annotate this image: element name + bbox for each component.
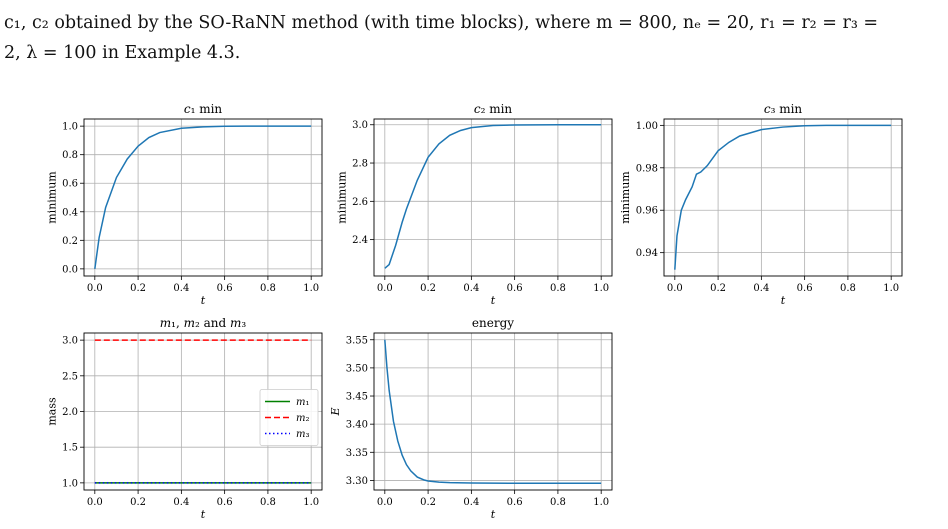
caption-line-1: c₁, c₂ obtained by the SO-RaNN method (w… [4, 13, 879, 33]
x-tick-label: 0.8 [260, 497, 276, 508]
legend-label-m1: m₁ [296, 397, 310, 408]
y-tick-label: 3.40 [346, 420, 368, 431]
x-tick-label: 0.6 [217, 283, 233, 294]
y-tick-label: 1.0 [62, 122, 78, 133]
y-tick-label: 2.8 [352, 159, 368, 170]
plot-frame [373, 118, 613, 277]
y-tick-label: 3.0 [352, 120, 368, 131]
chart-c2: 0.0 0.2 0.4 0.6 0.8 1.0 2.4 2.6 2.8 3.0 c₂ min t min… [335, 102, 613, 307]
x-tick-label: 0.6 [507, 283, 523, 294]
x-tick-label: 1.0 [593, 283, 609, 294]
x-axis-label: t [201, 508, 206, 521]
x-tick-label: 0.4 [463, 283, 479, 294]
x-tick-label: 0.4 [173, 497, 189, 508]
x-tick-label: 0.8 [550, 497, 566, 508]
chart-energy: 0.0 0.2 0.4 0.6 0.8 1.0 3.30 3.35 3.40 3.45 3.50 3.… [329, 316, 613, 521]
y-axis-label: E [329, 407, 342, 416]
y-tick-label: 0.2 [62, 236, 78, 247]
x-tick-label: 0.0 [87, 283, 103, 294]
y-axis-label: minimum [45, 171, 58, 224]
y-tick-label: 2.6 [352, 197, 368, 208]
x-tick-label: 1.0 [303, 283, 319, 294]
y-tick-label: 3.55 [346, 335, 368, 346]
x-tick-label: 0.4 [173, 283, 189, 294]
series-line-c3-0 [674, 124, 892, 270]
x-tick-label: 1.0 [883, 283, 899, 294]
x-tick-label: 0.0 [87, 497, 103, 508]
y-axis-label: minimum [619, 171, 632, 224]
y-tick-label: 1.0 [62, 478, 78, 489]
y-tick-label: 0.0 [62, 264, 78, 275]
chart-title: c₃ min [764, 102, 803, 116]
x-tick-label: 0.4 [753, 283, 769, 294]
x-tick-label: 0.2 [130, 497, 146, 508]
y-axis-label: mass [45, 397, 58, 426]
x-axis-label: t [491, 294, 496, 307]
series-line-c2-0 [384, 123, 602, 269]
y-tick-label: 0.96 [636, 206, 658, 217]
y-tick-label: 2.0 [62, 407, 78, 418]
x-tick-label: 0.8 [260, 283, 276, 294]
y-tick-label: 1.5 [62, 443, 78, 454]
y-tick-label: 3.45 [346, 392, 368, 403]
figure-caption: c₁, c₂ obtained by the SO-RaNN method (w… [4, 8, 944, 68]
x-tick-label: 0.2 [710, 283, 726, 294]
y-tick-label: 0.94 [636, 248, 658, 259]
y-tick-label: 1.00 [636, 121, 658, 132]
x-tick-label: 0.6 [217, 497, 233, 508]
plot-frame [373, 332, 613, 491]
plot-frame [83, 118, 323, 277]
x-axis-label: t [781, 294, 786, 307]
y-tick-label: 0.98 [636, 163, 658, 174]
y-tick-label: 2.5 [62, 371, 78, 382]
x-tick-label: 0.0 [667, 283, 683, 294]
y-tick-label: 0.4 [62, 207, 78, 218]
x-tick-label: 0.6 [797, 283, 813, 294]
legend-label-m2: m₂ [296, 413, 310, 424]
x-tick-label: 0.0 [377, 497, 393, 508]
chart-title: c₂ min [474, 102, 513, 116]
x-axis-label: t [491, 508, 496, 521]
y-tick-label: 0.6 [62, 179, 78, 190]
y-axis-label: minimum [335, 171, 348, 224]
y-tick-label: 0.8 [62, 150, 78, 161]
caption-line-2: 2, λ = 100 in Example 4.3. [4, 43, 241, 63]
chart-c3: 0.0 0.2 0.4 0.6 0.8 1.0 0.94 0.96 0.98 1.00 c₃ min… [619, 102, 903, 307]
plot-frame [663, 118, 903, 277]
chart-title: c₁ min [184, 102, 223, 116]
x-tick-label: 0.6 [507, 497, 523, 508]
chart-c1: 0.0 0.2 0.4 0.6 0.8 1.0 0.0 0.2 0.4 0.6 0.8 1.0 c₁ m… [45, 102, 323, 307]
x-tick-label: 0.4 [463, 497, 479, 508]
legend-label-m3: m₃ [296, 429, 310, 440]
y-tick-label: 3.35 [346, 448, 368, 459]
x-tick-label: 1.0 [593, 497, 609, 508]
x-tick-label: 1.0 [303, 497, 319, 508]
legend: m₁ m₂ m₃ [259, 389, 319, 446]
chart-mass: 0.0 0.2 0.4 0.6 0.8 1.0 1.0 1.5 2.0 2.5 3.0 m₁, m₂ … [45, 316, 323, 521]
chart-title: m₁, m₂ and m₃ [160, 316, 247, 330]
chart-title: energy [472, 316, 514, 330]
y-tick-label: 3.0 [62, 336, 78, 347]
y-tick-label: 3.30 [346, 476, 368, 487]
x-tick-label: 0.8 [550, 283, 566, 294]
x-tick-label: 0.2 [130, 283, 146, 294]
x-tick-label: 0.2 [420, 497, 436, 508]
y-tick-label: 3.50 [346, 363, 368, 374]
series-line-energy-0 [384, 339, 602, 484]
y-tick-label: 2.4 [352, 235, 368, 246]
x-axis-label: t [201, 294, 206, 307]
x-tick-label: 0.8 [840, 283, 856, 294]
x-tick-label: 0.0 [377, 283, 393, 294]
x-tick-label: 0.2 [420, 283, 436, 294]
series-line-c1-0 [94, 125, 312, 269]
